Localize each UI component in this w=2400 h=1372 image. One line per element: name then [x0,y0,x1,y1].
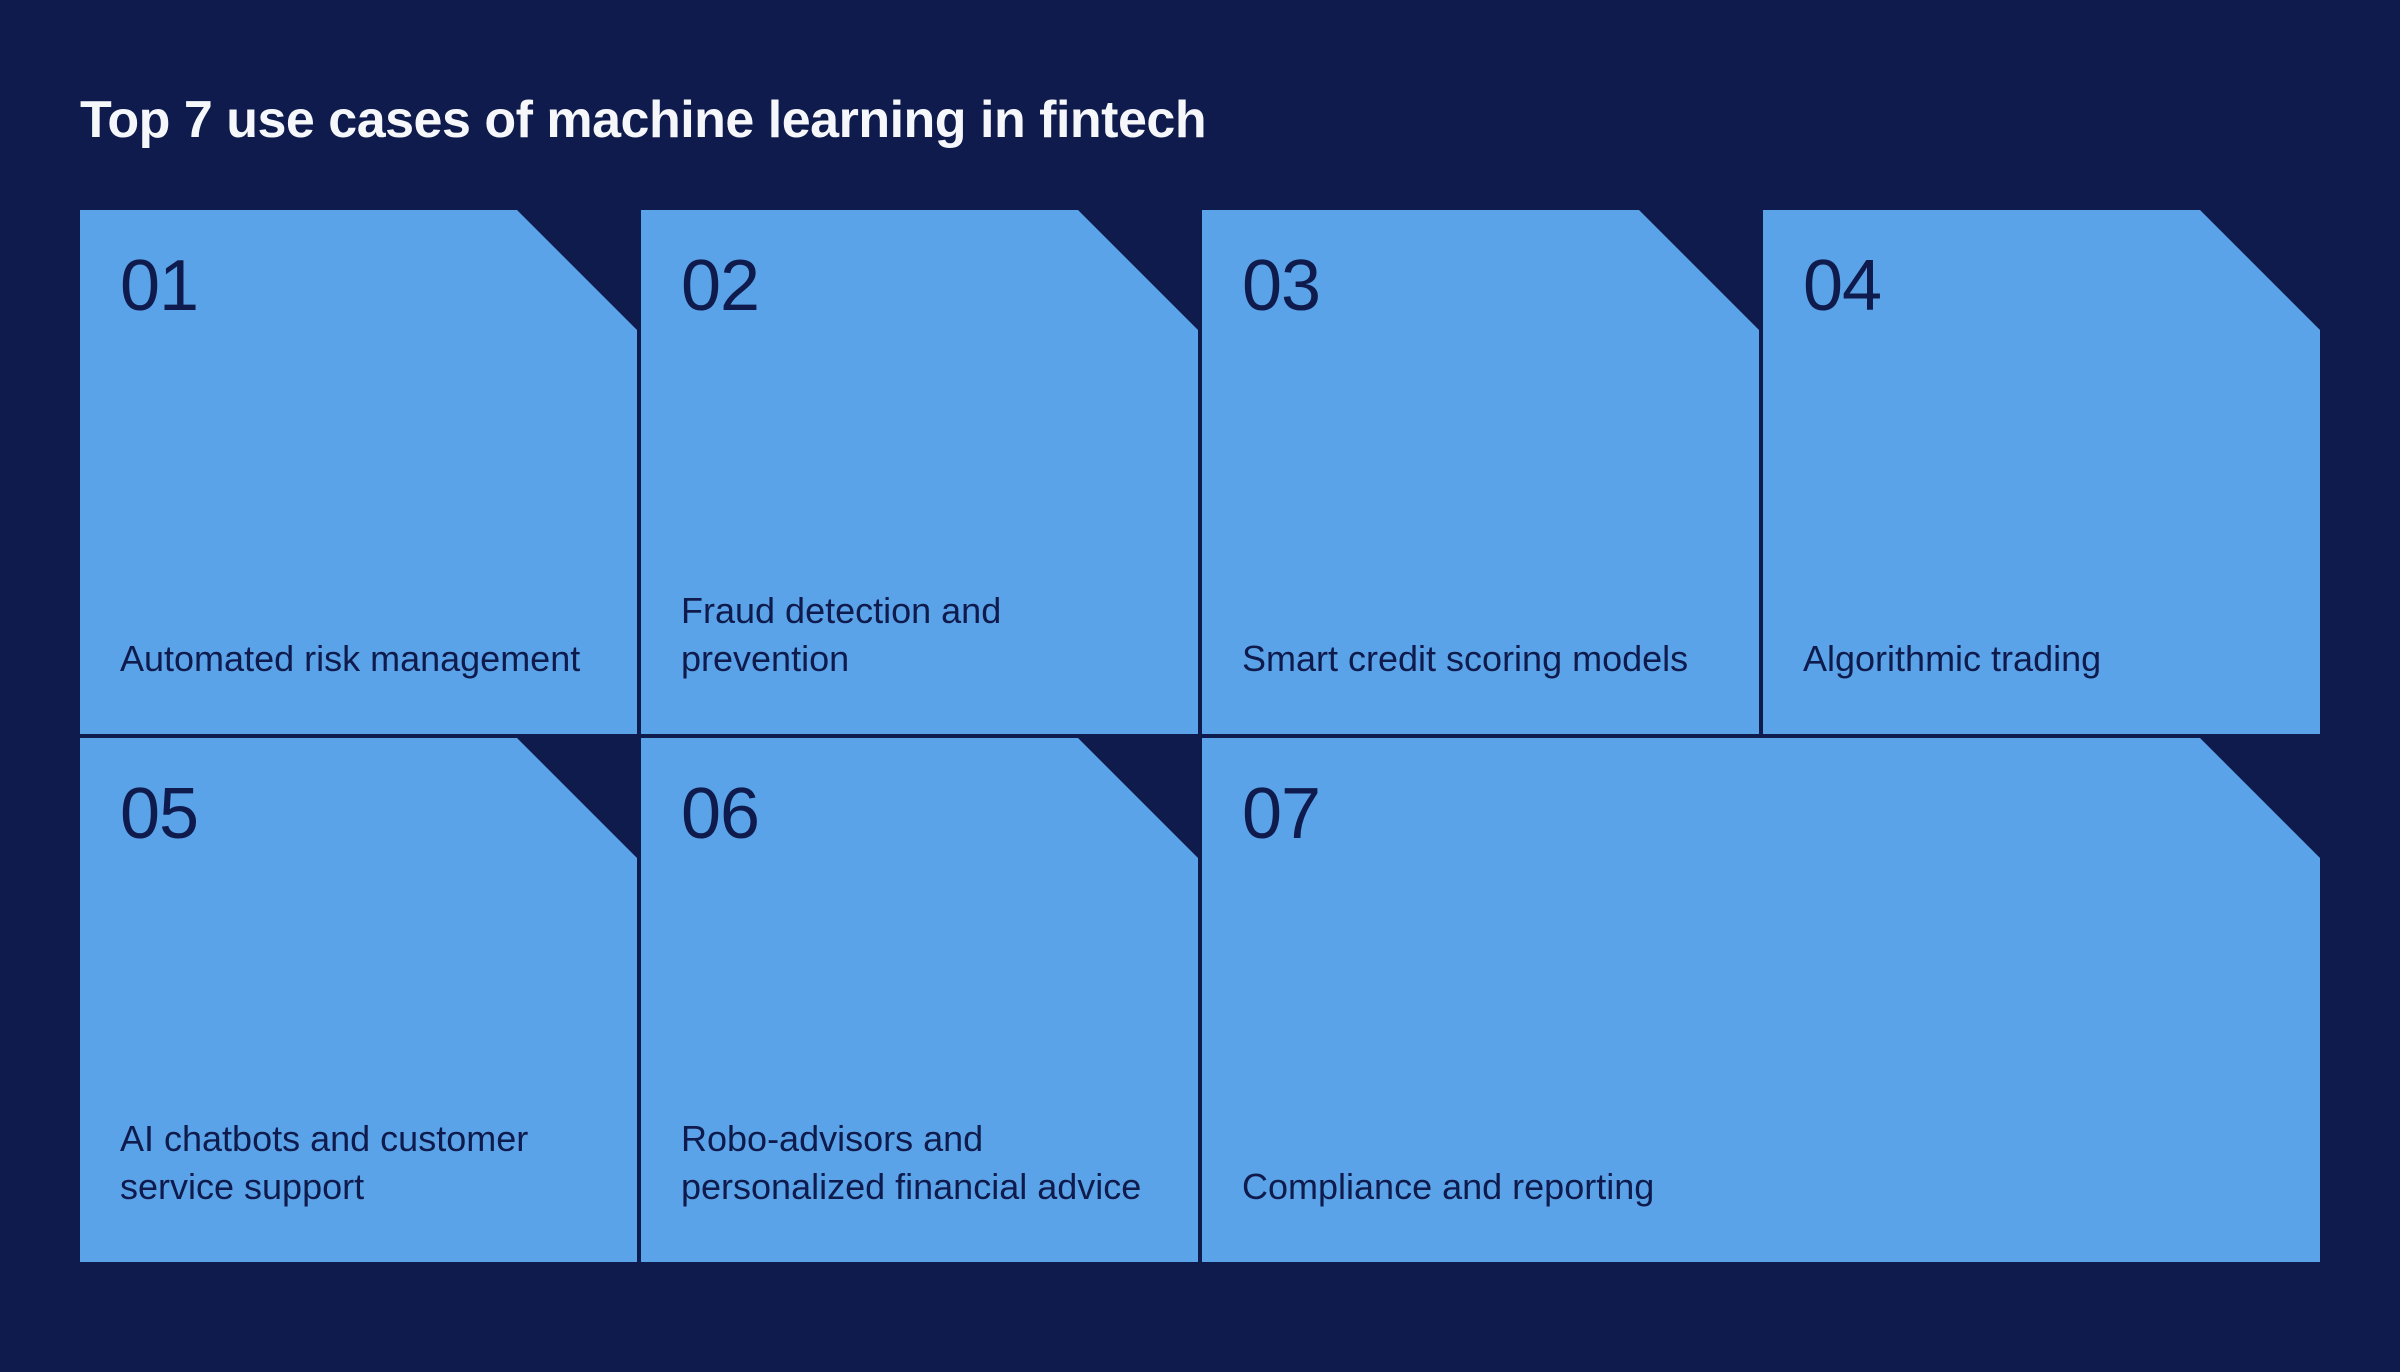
use-case-card-5: 05 AI chatbots and customer service supp… [80,738,637,1262]
use-case-card-1: 01 Automated risk management [80,210,637,734]
use-case-card-2: 02 Fraud detection and prevention [641,210,1198,734]
card-label: AI chatbots and customer service support [120,1115,597,1212]
card-label: Smart credit scoring models [1242,635,1719,684]
card-label: Algorithmic trading [1803,635,2280,684]
use-case-card-6: 06 Robo-advisors and personalized financ… [641,738,1198,1262]
card-number: 04 [1803,250,2280,322]
page-title: Top 7 use cases of machine learning in f… [80,90,2320,150]
card-label: Automated risk management [120,635,597,684]
card-number: 05 [120,778,597,850]
card-label: Fraud detection and prevention [681,587,1158,684]
card-number: 01 [120,250,597,322]
card-number: 03 [1242,250,1719,322]
card-number: 06 [681,778,1158,850]
card-number: 02 [681,250,1158,322]
use-case-card-3: 03 Smart credit scoring models [1202,210,1759,734]
card-grid: 01 Automated risk management 02 Fraud de… [80,210,2320,1262]
infographic-container: Top 7 use cases of machine learning in f… [0,0,2400,1372]
card-number: 07 [1242,778,2280,850]
use-case-card-4: 04 Algorithmic trading [1763,210,2320,734]
card-label: Robo-advisors and personalized financial… [681,1115,1158,1212]
card-label: Compliance and reporting [1242,1163,2280,1212]
use-case-card-7: 07 Compliance and reporting [1202,738,2320,1262]
